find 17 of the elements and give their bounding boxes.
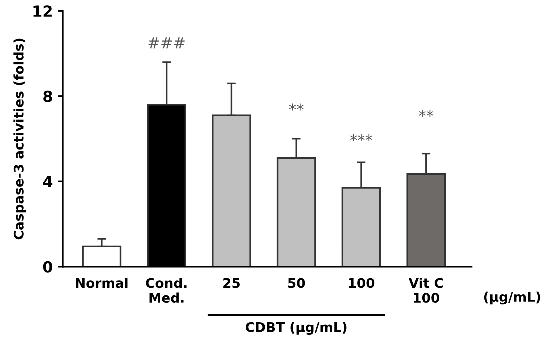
y-tick-label: 4	[43, 176, 53, 188]
x-tick-label: 50	[288, 278, 306, 288]
x-tick-label: Cond. Med.	[146, 278, 187, 304]
annotation: ###	[148, 38, 185, 49]
y-tick-label: 0	[43, 261, 53, 273]
y-tick-label: 8	[44, 90, 52, 102]
text: (µg/mL)	[484, 292, 540, 305]
annotation: **	[289, 104, 304, 111]
y-axis-title: Caspase-3 activities (folds)	[14, 38, 26, 240]
annotation: ***	[350, 134, 372, 142]
annotation: **	[419, 110, 434, 118]
x-tick-label: Normal	[76, 278, 128, 288]
x-tick-label: Vit C 100	[408, 278, 444, 304]
text: CDBT (µg/mL)	[246, 322, 347, 336]
x-tick-label: 100	[349, 278, 375, 288]
x-tick-label: 25	[224, 278, 240, 288]
y-tick-label: 12	[34, 6, 52, 17]
